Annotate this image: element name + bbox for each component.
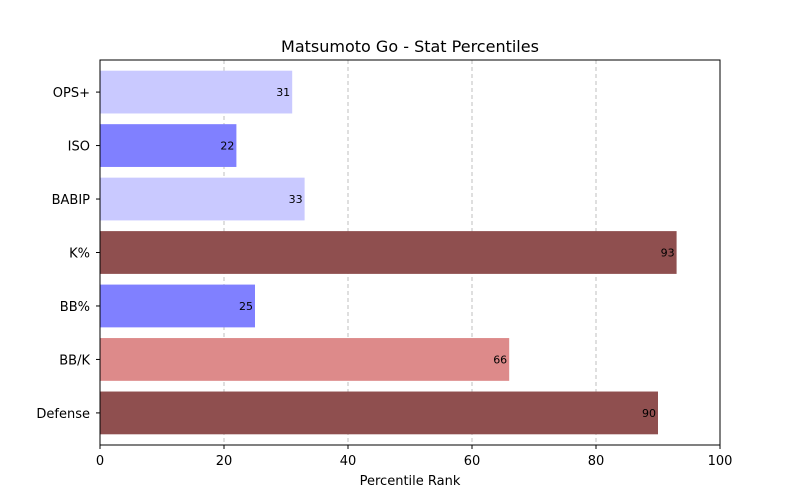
y-tick-label: Defense xyxy=(36,407,90,422)
bar-value-label: 33 xyxy=(289,193,303,206)
bar-4 xyxy=(100,284,255,328)
y-tick-label: BABIP xyxy=(52,193,91,208)
chart-title: Matsumoto Go - Stat Percentiles xyxy=(281,37,539,56)
bar-value-label: 31 xyxy=(276,86,290,99)
y-tick-label: ISO xyxy=(68,140,90,155)
x-tick-label: 80 xyxy=(588,454,605,469)
x-tick-label: 0 xyxy=(96,454,104,469)
bar-2 xyxy=(100,177,305,221)
y-tick-label: OPS+ xyxy=(53,86,90,101)
bar-5 xyxy=(100,338,510,381)
y-tick-label: K% xyxy=(69,247,90,262)
bar-value-label: 25 xyxy=(239,300,253,313)
y-tick-label: BB/K xyxy=(59,353,90,368)
bar-value-label: 22 xyxy=(220,140,234,153)
bar-value-label: 90 xyxy=(642,407,656,420)
x-tick-label: 60 xyxy=(464,454,481,469)
x-tick-label: 20 xyxy=(216,454,233,469)
bars: 31 22 33 93 25 66 90 xyxy=(100,70,677,435)
x-tick-label: 100 xyxy=(708,454,733,469)
bar-3 xyxy=(100,231,677,274)
x-tick-label: 40 xyxy=(340,454,357,469)
bar-6 xyxy=(100,391,658,435)
y-axis-ticks: OPS+ ISO BABIP K% BB% BB/K Defense xyxy=(36,86,100,422)
bar-1 xyxy=(100,124,237,167)
bar-0 xyxy=(100,70,293,114)
y-tick-label: BB% xyxy=(60,300,90,315)
x-axis-label: Percentile Rank xyxy=(360,474,461,489)
bar-value-label: 93 xyxy=(661,247,675,260)
x-axis-ticks: 0 20 40 60 80 100 xyxy=(96,445,733,469)
bar-value-label: 66 xyxy=(493,353,507,366)
